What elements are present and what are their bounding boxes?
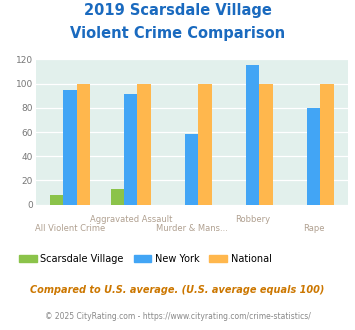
Text: Violent Crime Comparison: Violent Crime Comparison [70,26,285,41]
Bar [185,134,198,205]
Text: Murder & Mans...: Murder & Mans... [156,224,228,233]
Bar [124,94,137,205]
Text: Robbery: Robbery [235,215,270,224]
Bar [50,195,63,205]
Bar [198,83,212,205]
Text: Rape: Rape [303,224,324,233]
Bar [137,83,151,205]
Bar [307,108,320,205]
Bar [320,83,334,205]
Bar [111,189,124,205]
Text: Aggravated Assault: Aggravated Assault [89,215,172,224]
Text: All Violent Crime: All Violent Crime [35,224,105,233]
Bar [260,83,273,205]
Bar [77,83,90,205]
Text: © 2025 CityRating.com - https://www.cityrating.com/crime-statistics/: © 2025 CityRating.com - https://www.city… [45,312,310,321]
Text: 2019 Scarsdale Village: 2019 Scarsdale Village [83,3,272,18]
Bar [246,65,260,205]
Bar [63,90,77,205]
Text: Compared to U.S. average. (U.S. average equals 100): Compared to U.S. average. (U.S. average … [30,285,325,295]
Legend: Scarsdale Village, New York, National: Scarsdale Village, New York, National [19,254,272,264]
